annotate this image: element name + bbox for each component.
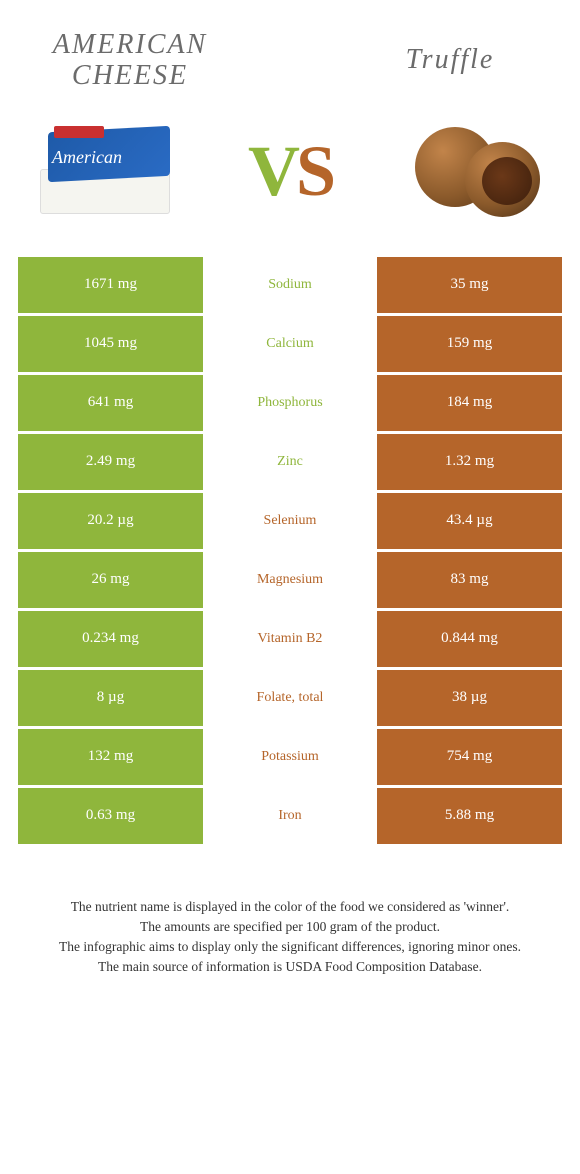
cell-left-value: 1671 mg (18, 257, 203, 316)
cell-nutrient-name: Folate, total (203, 670, 377, 729)
cell-left-value: 132 mg (18, 729, 203, 788)
table-row: 1045 mgCalcium159 mg (18, 316, 562, 375)
vs-v: V (248, 131, 296, 211)
table-row: 0.63 mgIron5.88 mg (18, 788, 562, 847)
vs-text: VS (248, 130, 332, 213)
footer-line-3: The infographic aims to display only the… (30, 937, 550, 957)
cell-right-value: 159 mg (377, 316, 562, 375)
cell-nutrient-name: Selenium (203, 493, 377, 552)
cell-left-value: 20.2 µg (18, 493, 203, 552)
cell-nutrient-name: Magnesium (203, 552, 377, 611)
table-row: 26 mgMagnesium83 mg (18, 552, 562, 611)
cell-left-value: 641 mg (18, 375, 203, 434)
table-row: 20.2 µgSelenium43.4 µg (18, 493, 562, 552)
cell-left-value: 0.63 mg (18, 788, 203, 847)
cell-left-value: 2.49 mg (18, 434, 203, 493)
table-row: 0.234 mgVitamin B20.844 mg (18, 611, 562, 670)
vs-s: S (296, 131, 332, 211)
footer-line-4: The main source of information is USDA F… (30, 957, 550, 977)
cell-right-value: 5.88 mg (377, 788, 562, 847)
cell-nutrient-name: Vitamin B2 (203, 611, 377, 670)
table-row: 641 mgPhosphorus184 mg (18, 375, 562, 434)
cell-left-value: 0.234 mg (18, 611, 203, 670)
cell-nutrient-name: Potassium (203, 729, 377, 788)
cell-nutrient-name: Calcium (203, 316, 377, 375)
cell-right-value: 184 mg (377, 375, 562, 434)
cell-right-value: 35 mg (377, 257, 562, 316)
truffle-image (400, 117, 550, 227)
table-row: 8 µgFolate, total38 µg (18, 670, 562, 729)
cell-right-value: 43.4 µg (377, 493, 562, 552)
table-row: 2.49 mgZinc1.32 mg (18, 434, 562, 493)
cell-left-value: 26 mg (18, 552, 203, 611)
title-left: AMERICAN CHEESE (40, 30, 220, 92)
cheese-image: American (30, 117, 180, 227)
cell-nutrient-name: Phosphorus (203, 375, 377, 434)
cell-right-value: 0.844 mg (377, 611, 562, 670)
title-right: Truffle (360, 30, 540, 92)
cell-nutrient-name: Sodium (203, 257, 377, 316)
cell-right-value: 83 mg (377, 552, 562, 611)
footer-notes: The nutrient name is displayed in the co… (0, 847, 580, 978)
header-titles: AMERICAN CHEESE Truffle (0, 0, 580, 107)
table-row: 132 mgPotassium754 mg (18, 729, 562, 788)
footer-line-2: The amounts are specified per 100 gram o… (30, 917, 550, 937)
cell-right-value: 1.32 mg (377, 434, 562, 493)
cell-right-value: 38 µg (377, 670, 562, 729)
cell-left-value: 8 µg (18, 670, 203, 729)
footer-line-1: The nutrient name is displayed in the co… (30, 897, 550, 917)
cell-nutrient-name: Iron (203, 788, 377, 847)
cheese-label: American (52, 147, 122, 168)
cell-left-value: 1045 mg (18, 316, 203, 375)
comparison-table: 1671 mgSodium35 mg1045 mgCalcium159 mg64… (0, 257, 580, 847)
table-row: 1671 mgSodium35 mg (18, 257, 562, 316)
cell-nutrient-name: Zinc (203, 434, 377, 493)
cell-right-value: 754 mg (377, 729, 562, 788)
images-row: American VS (0, 107, 580, 257)
